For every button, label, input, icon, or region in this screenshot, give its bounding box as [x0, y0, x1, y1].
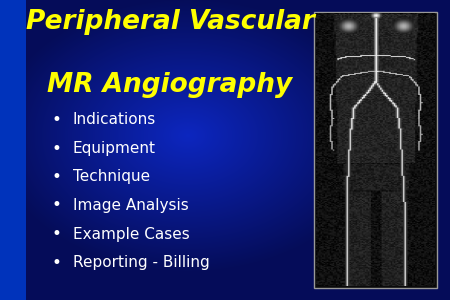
FancyBboxPatch shape	[314, 12, 437, 288]
Text: Reporting - Billing: Reporting - Billing	[72, 255, 209, 270]
Text: Technique: Technique	[72, 169, 150, 184]
Text: •: •	[51, 111, 61, 129]
Text: •: •	[51, 254, 61, 272]
Text: •: •	[51, 140, 61, 158]
Text: MR Angiography: MR Angiography	[47, 72, 292, 98]
Text: •: •	[51, 225, 61, 243]
Text: Peripheral Vascular: Peripheral Vascular	[26, 9, 315, 35]
Text: Equipment: Equipment	[72, 141, 156, 156]
Text: •: •	[51, 168, 61, 186]
Text: Indications: Indications	[72, 112, 156, 128]
Text: Example Cases: Example Cases	[72, 226, 189, 242]
Text: •: •	[51, 196, 61, 214]
Text: Image Analysis: Image Analysis	[72, 198, 188, 213]
